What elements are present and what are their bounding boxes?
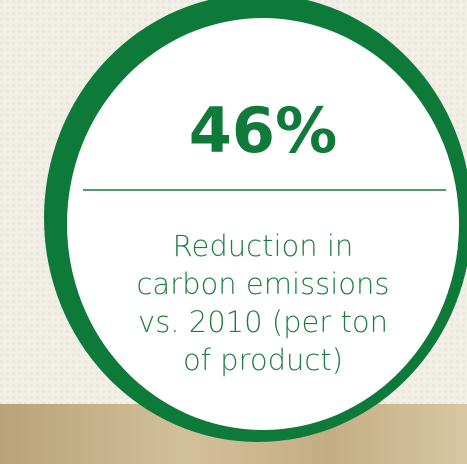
caption-line: Reduction in [173, 229, 354, 263]
stat-value: 46% [189, 94, 337, 167]
caption-line: vs. 2010 (per ton [138, 305, 388, 339]
caption-line: of product) [183, 343, 343, 377]
caption-line: carbon emissions [136, 267, 389, 301]
badge-face [67, 18, 459, 430]
